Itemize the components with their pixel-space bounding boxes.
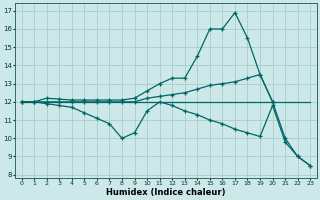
X-axis label: Humidex (Indice chaleur): Humidex (Indice chaleur) [106,188,226,197]
